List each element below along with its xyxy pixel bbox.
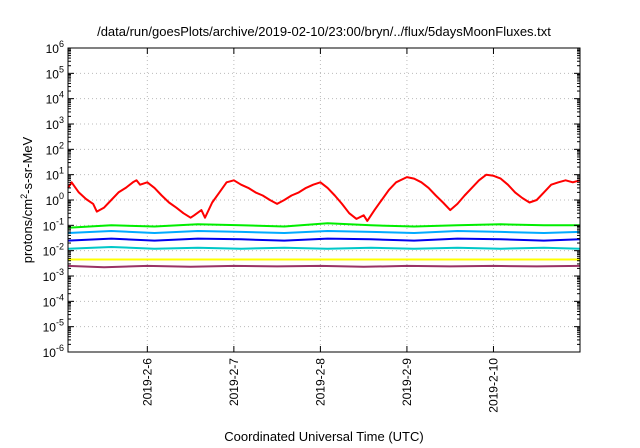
y-tick-base: 10: [43, 321, 57, 335]
series-line: [67, 222, 580, 229]
y-tick-base: 10: [43, 295, 57, 309]
y-tick-label: 10-2: [43, 242, 64, 259]
y-tick-exponent: 6: [59, 39, 64, 49]
y-tick-exponent: 4: [59, 90, 64, 100]
grid: [68, 48, 580, 352]
y-tick-exponent: 0: [59, 191, 64, 201]
y-tick-label: 10-1: [43, 216, 64, 233]
series-line: [67, 230, 581, 234]
y-tick-base: 10: [43, 219, 57, 233]
x-tick-label: 2019-2-7: [227, 358, 241, 406]
y-tick-label: 10-3: [43, 267, 64, 284]
series-group: [67, 173, 581, 269]
y-tick-exponent: 5: [59, 64, 64, 74]
y-tick-label: 100: [46, 191, 64, 208]
series-line: [67, 173, 581, 222]
y-tick-base: 10: [43, 245, 57, 259]
y-tick-exponent: -4: [56, 292, 64, 302]
y-tick-exponent: -1: [56, 216, 64, 226]
y-tick-base: 10: [46, 194, 60, 208]
y-tick-base: 10: [46, 118, 60, 132]
y-axis-label: protons/cm2-s-sr-MeV: [19, 136, 35, 263]
y-tick-label: 106: [46, 39, 64, 56]
x-tick-label: 2019-2-8: [313, 358, 327, 406]
y-tick-label: 105: [46, 64, 64, 81]
y-tick-base: 10: [46, 169, 60, 183]
y-tick-base: 10: [43, 270, 57, 284]
y-tick-exponent: -5: [56, 318, 64, 328]
y-tick-base: 10: [46, 42, 60, 56]
x-axis: 2019-2-6 2019-2-7 2019-2-8 2019-2-9 2019-2-1…: [140, 48, 500, 413]
y-tick-label: 102: [46, 140, 64, 157]
y-tick-label: 10-5: [43, 318, 64, 335]
y-axis-label-pre: protons/cm: [20, 199, 35, 263]
y-tick-base: 10: [43, 346, 57, 360]
y-tick-exponent: -6: [56, 343, 64, 353]
y-tick-label: 101: [46, 166, 64, 183]
chart-title: /data/run/goesPlots/archive/2019-02-10/2…: [97, 24, 551, 39]
y-axis-label-sup: 2: [19, 194, 29, 199]
x-tick-label: 2019-2-6: [140, 358, 154, 406]
x-tick-label: 2019-2-10: [486, 358, 500, 413]
series-line: [67, 246, 581, 250]
x-tick-label: 2019-2-9: [400, 358, 414, 406]
y-tick-exponent: 2: [59, 140, 64, 150]
y-tick-label: 104: [46, 90, 64, 107]
series-line: [67, 237, 581, 242]
y-tick-label: 10-6: [43, 343, 64, 360]
y-tick-exponent: -2: [56, 242, 64, 252]
y-tick-exponent: 1: [59, 166, 64, 176]
y-axis-label-post: -s-sr-MeV: [20, 136, 35, 193]
y-tick-label: 103: [46, 115, 64, 132]
y-tick-base: 10: [46, 93, 60, 107]
series-line: [67, 264, 581, 269]
y-tick-exponent: 3: [59, 115, 64, 125]
x-axis-label: Coordinated Universal Time (UTC): [224, 429, 423, 444]
y-axis: 10-610-510-410-310-210-11001011021031041…: [43, 39, 580, 360]
y-tick-label: 10-4: [43, 292, 64, 309]
y-tick-base: 10: [46, 67, 60, 81]
y-tick-base: 10: [46, 143, 60, 157]
y-tick-exponent: -3: [56, 267, 64, 277]
